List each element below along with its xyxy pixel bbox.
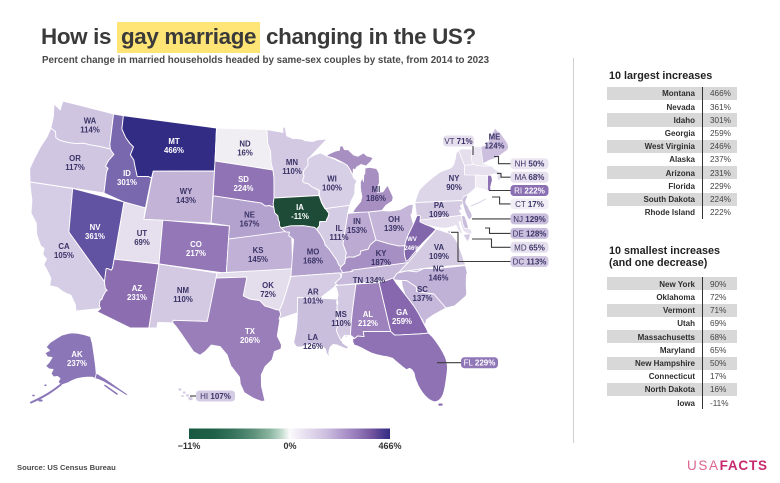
svg-text:UT: UT [137, 229, 148, 238]
svg-text:101%: 101% [303, 297, 323, 306]
svg-text:WV: WV [407, 237, 417, 243]
svg-text:246%: 246% [404, 246, 420, 252]
svg-text:NH 50%: NH 50% [515, 160, 545, 169]
svg-text:CO: CO [190, 240, 202, 249]
svg-text:MT: MT [168, 137, 179, 146]
svg-text:117%: 117% [65, 163, 85, 172]
svg-text:ME: ME [489, 132, 501, 141]
svg-text:CA: CA [58, 242, 70, 251]
svg-text:OR: OR [69, 154, 81, 163]
svg-text:466%: 466% [164, 146, 184, 155]
svg-text:139%: 139% [384, 224, 404, 233]
svg-text:231%: 231% [127, 293, 147, 302]
svg-text:AL: AL [363, 310, 374, 319]
svg-text:217%: 217% [186, 249, 206, 258]
svg-text:NY: NY [449, 174, 461, 183]
svg-text:224%: 224% [234, 184, 254, 193]
svg-text:TN 134%: TN 134% [353, 276, 386, 285]
svg-text:WI: WI [327, 174, 337, 183]
svg-text:NM: NM [177, 286, 189, 295]
svg-text:WA: WA [84, 116, 97, 125]
svg-text:GA: GA [396, 308, 408, 317]
svg-text:110%: 110% [173, 295, 193, 304]
svg-text:111%: 111% [329, 233, 348, 242]
svg-text:301%: 301% [117, 178, 137, 187]
svg-text:VA: VA [434, 243, 445, 252]
svg-text:237%: 237% [67, 359, 87, 368]
svg-text:186%: 186% [366, 194, 386, 203]
svg-text:HI 107%: HI 107% [200, 392, 231, 401]
svg-text:NJ 129%: NJ 129% [513, 215, 545, 224]
svg-text:AZ: AZ [132, 284, 143, 293]
svg-text:110%: 110% [282, 167, 302, 176]
svg-text:OH: OH [388, 215, 400, 224]
svg-text:167%: 167% [240, 220, 260, 229]
svg-text:LA: LA [308, 333, 319, 342]
svg-text:ND: ND [239, 139, 251, 148]
svg-text:MD 65%: MD 65% [514, 243, 545, 252]
svg-text:OK: OK [262, 281, 274, 290]
svg-text:105%: 105% [54, 251, 74, 260]
svg-text:SD: SD [238, 175, 249, 184]
svg-text:100%: 100% [322, 184, 342, 193]
svg-text:KY: KY [376, 249, 388, 258]
svg-text:TX: TX [245, 327, 256, 336]
svg-text:ID: ID [123, 169, 131, 178]
svg-text:AK: AK [71, 350, 83, 359]
svg-text:MI: MI [372, 185, 381, 194]
svg-text:143%: 143% [176, 196, 196, 205]
svg-text:466%: 466% [378, 441, 401, 451]
svg-text:259%: 259% [392, 317, 412, 326]
svg-text:RI 222%: RI 222% [514, 187, 545, 196]
svg-text:187%: 187% [371, 258, 391, 267]
svg-text:KS: KS [253, 246, 264, 255]
svg-text:DE 128%: DE 128% [513, 229, 547, 238]
svg-text:153%: 153% [347, 226, 367, 235]
svg-text:AR: AR [307, 287, 319, 296]
svg-text:NC: NC [433, 264, 445, 273]
svg-text:IN: IN [353, 217, 361, 226]
svg-text:IA: IA [296, 203, 304, 212]
svg-text:PA: PA [434, 201, 445, 210]
svg-text:VT 71%: VT 71% [444, 137, 472, 146]
svg-text:16%: 16% [237, 149, 253, 158]
svg-text:124%: 124% [485, 142, 505, 151]
svg-text:146%: 146% [429, 274, 449, 283]
svg-text:-11%: -11% [291, 212, 309, 221]
svg-text:DC 113%: DC 113% [513, 258, 547, 267]
svg-text:NE: NE [244, 210, 255, 219]
svg-text:145%: 145% [248, 255, 268, 264]
svg-text:NV: NV [90, 223, 102, 232]
svg-text:CT 17%: CT 17% [515, 200, 544, 209]
svg-text:90%: 90% [446, 183, 462, 192]
svg-text:MO: MO [307, 247, 320, 256]
svg-text:114%: 114% [80, 126, 100, 135]
svg-text:137%: 137% [413, 294, 433, 303]
svg-text:SC: SC [417, 285, 428, 294]
svg-text:0%: 0% [283, 441, 296, 451]
svg-text:72%: 72% [260, 290, 276, 299]
svg-text:MS: MS [335, 310, 347, 319]
svg-text:212%: 212% [358, 319, 378, 328]
svg-text:IL: IL [336, 224, 343, 233]
svg-text:FL 229%: FL 229% [464, 359, 496, 368]
svg-text:109%: 109% [429, 252, 449, 261]
svg-text:MA 68%: MA 68% [515, 173, 545, 182]
svg-text:69%: 69% [134, 238, 150, 247]
svg-text:361%: 361% [85, 232, 105, 241]
svg-text:126%: 126% [303, 342, 323, 351]
svg-text:206%: 206% [240, 336, 260, 345]
svg-text:−11%: −11% [178, 441, 201, 451]
svg-text:MN: MN [286, 158, 298, 167]
svg-text:WY: WY [180, 187, 193, 196]
svg-text:109%: 109% [429, 210, 449, 219]
svg-text:110%: 110% [331, 319, 351, 328]
svg-text:168%: 168% [303, 257, 323, 266]
